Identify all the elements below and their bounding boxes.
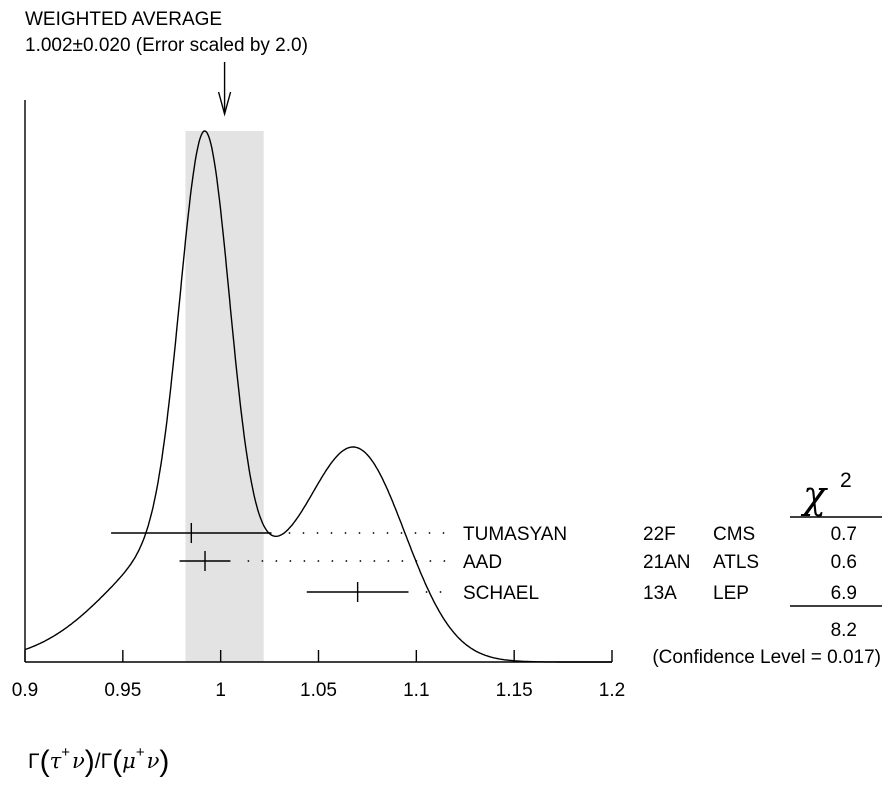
weighted-average-arrow	[217, 62, 232, 117]
leader-dot	[372, 532, 375, 534]
leader-dot	[429, 560, 432, 562]
leader-dot	[288, 532, 291, 534]
leader-dot	[428, 532, 431, 534]
measurement-row: AAD 21AN ATLS 0.6	[179, 551, 857, 573]
leader-dot	[400, 532, 403, 534]
leader-dot	[302, 532, 305, 534]
weighted-average-value: 1.002±0.020 (Error scaled by 2.0)	[25, 35, 308, 56]
chi2-header: χ 2	[800, 469, 852, 517]
leader-dot	[442, 532, 445, 534]
x-tick-label: 0.9	[12, 680, 38, 701]
measurement-experiment: LEP	[713, 583, 749, 604]
measurement-chi2: 6.9	[831, 583, 857, 604]
x-tick-label: 1.05	[300, 680, 337, 701]
measurement-chi2: 0.6	[831, 552, 857, 573]
measurement-author: TUMASYAN	[463, 524, 567, 545]
measurement-experiment: ATLS	[713, 552, 759, 573]
chi2-total: 8.2	[831, 620, 857, 641]
weighted-average-title: WEIGHTED AVERAGE	[25, 9, 222, 30]
leader-dot	[443, 560, 446, 562]
leader-dot	[303, 560, 306, 562]
svg-text:2: 2	[840, 469, 852, 492]
measurement-author: AAD	[463, 552, 502, 573]
measurement-row: SCHAEL 13A LEP 6.9	[306, 582, 857, 604]
leader-dot	[387, 560, 390, 562]
leader-dot	[316, 532, 319, 534]
leader-dot	[261, 560, 264, 562]
leader-dot	[331, 560, 334, 562]
leader-dot	[247, 560, 250, 562]
leader-dot	[425, 591, 428, 593]
leader-dot	[415, 560, 418, 562]
measurement-experiment: CMS	[713, 524, 755, 545]
measurement-row: TUMASYAN 22F CMS 0.7	[111, 523, 857, 545]
svg-text:χ: χ	[800, 473, 828, 517]
x-tick-label: 1.2	[599, 680, 625, 701]
leader-dot	[289, 560, 292, 562]
x-tick-label: 1	[215, 680, 226, 701]
leader-dot	[359, 560, 362, 562]
measurement-year: 22F	[643, 524, 676, 545]
leader-dot	[345, 560, 348, 562]
measurement-year: 13A	[643, 583, 677, 604]
leader-dot	[414, 532, 417, 534]
measurement-author: SCHAEL	[463, 583, 539, 604]
leader-dot	[373, 560, 376, 562]
measurement-year: 21AN	[643, 552, 691, 573]
x-axis-ticks: 0.9 0.95 1 1.05 1.1 1.15 1.2	[12, 650, 625, 701]
x-tick-label: 1.1	[403, 680, 429, 701]
leader-dot	[386, 532, 389, 534]
ideogram-curve	[24, 130, 612, 663]
x-tick-label: 1.15	[496, 680, 533, 701]
measurements: TUMASYAN 22F CMS 0.7 AAD 21AN ATLS 0.6 SCHAEL 13A…	[111, 523, 857, 604]
weighted-average-band	[185, 131, 264, 662]
leader-dot	[358, 532, 361, 534]
leader-dot	[401, 560, 404, 562]
confidence-level: (Confidence Level = 0.017)	[652, 647, 881, 668]
x-axis-label: Γ(τ+ν)/Γ(μ+ν)	[28, 744, 169, 778]
leader-dot	[275, 560, 278, 562]
leader-dot	[344, 532, 347, 534]
leader-dot	[330, 532, 333, 534]
leader-dot	[439, 591, 442, 593]
leader-dot	[317, 560, 320, 562]
x-tick-label: 0.95	[104, 680, 141, 701]
measurement-chi2: 0.7	[831, 524, 857, 545]
